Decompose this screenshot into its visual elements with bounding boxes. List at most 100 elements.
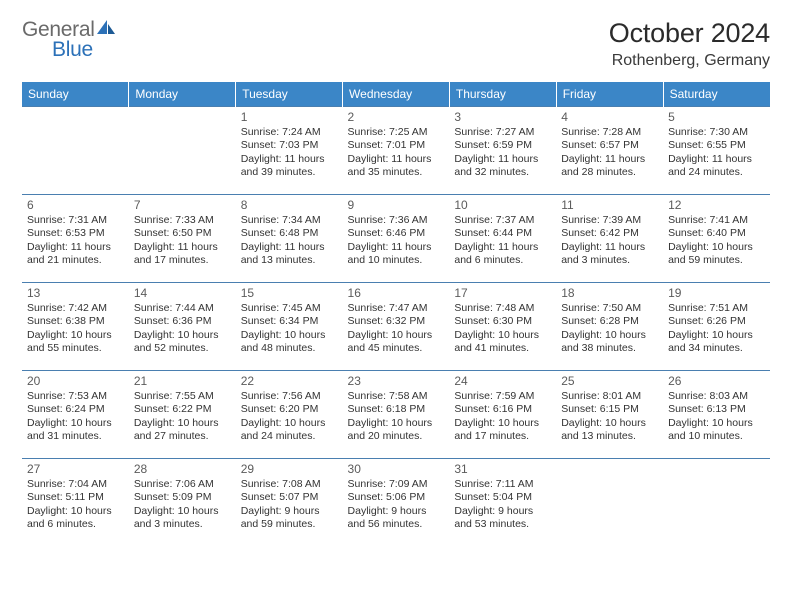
day-details: Sunrise: 7:04 AMSunset: 5:11 PMDaylight:… [27, 478, 124, 532]
day-details: Sunrise: 7:08 AMSunset: 5:07 PMDaylight:… [241, 478, 338, 532]
calendar-day-cell: 27 Sunrise: 7:04 AMSunset: 5:11 PMDayligh… [22, 459, 129, 547]
day-number: 9 [348, 198, 445, 212]
day-number: 11 [561, 198, 658, 212]
calendar-day-cell: 24 Sunrise: 7:59 AMSunset: 6:16 PMDayligh… [449, 371, 556, 459]
day-number: 13 [27, 286, 124, 300]
day-number: 20 [27, 374, 124, 388]
calendar-week-row: 20 Sunrise: 7:53 AMSunset: 6:24 PMDayligh… [22, 371, 770, 459]
weekday-header: Thursday [449, 82, 556, 107]
calendar-day-cell: 1 Sunrise: 7:24 AMSunset: 7:03 PMDaylight… [236, 107, 343, 195]
day-number: 27 [27, 462, 124, 476]
day-details: Sunrise: 7:31 AMSunset: 6:53 PMDaylight:… [27, 214, 124, 268]
weekday-header: Monday [129, 82, 236, 107]
day-details: Sunrise: 7:53 AMSunset: 6:24 PMDaylight:… [27, 390, 124, 444]
calendar-day-cell: 10Sunrise: 7:37 AMSunset: 6:44 PMDayligh… [449, 195, 556, 283]
day-details: Sunrise: 7:06 AMSunset: 5:09 PMDaylight:… [134, 478, 231, 532]
calendar-week-row: 13Sunrise: 7:42 AMSunset: 6:38 PMDayligh… [22, 283, 770, 371]
calendar-day-cell: 14 Sunrise: 7:44 AMSunset: 6:36 PMDayligh… [129, 283, 236, 371]
day-details: Sunrise: 7:36 AMSunset: 6:46 PMDaylight:… [348, 214, 445, 268]
calendar-day-cell: 23 Sunrise: 7:58 AMSunset: 6:18 PMDayligh… [343, 371, 450, 459]
logo-sail-icon [95, 18, 117, 36]
calendar-day-cell: 21 Sunrise: 7:55 AMSunset: 6:22 PMDayligh… [129, 371, 236, 459]
title-block: October 2024 Rothenberg, Germany [609, 18, 770, 70]
day-details: Sunrise: 7:51 AMSunset: 6:26 PMDaylight:… [668, 302, 765, 356]
day-details: Sunrise: 7:50 AMSunset: 6:28 PMDaylight:… [561, 302, 658, 356]
month-title: October 2024 [609, 18, 770, 49]
day-details: Sunrise: 7:09 AMSunset: 5:06 PMDaylight:… [348, 478, 445, 532]
day-details: Sunrise: 7:30 AMSunset: 6:55 PMDaylight:… [668, 126, 765, 180]
day-details: Sunrise: 7:28 AMSunset: 6:57 PMDaylight:… [561, 126, 658, 180]
weekday-header: Friday [556, 82, 663, 107]
day-number: 22 [241, 374, 338, 388]
day-number: 26 [668, 374, 765, 388]
day-details: Sunrise: 7:24 AMSunset: 7:03 PMDaylight:… [241, 126, 338, 180]
calendar-day-cell: 9 Sunrise: 7:36 AMSunset: 6:46 PMDaylight… [343, 195, 450, 283]
day-details: Sunrise: 7:55 AMSunset: 6:22 PMDaylight:… [134, 390, 231, 444]
day-details: Sunrise: 7:33 AMSunset: 6:50 PMDaylight:… [134, 214, 231, 268]
day-details: Sunrise: 7:45 AMSunset: 6:34 PMDaylight:… [241, 302, 338, 356]
calendar-day-cell [663, 459, 770, 547]
day-number: 21 [134, 374, 231, 388]
day-details: Sunrise: 7:34 AMSunset: 6:48 PMDaylight:… [241, 214, 338, 268]
calendar-day-cell: 11 Sunrise: 7:39 AMSunset: 6:42 PMDayligh… [556, 195, 663, 283]
logo: General Blue [22, 18, 117, 62]
day-details: Sunrise: 7:39 AMSunset: 6:42 PMDaylight:… [561, 214, 658, 268]
calendar-header-row: SundayMondayTuesdayWednesdayThursdayFrid… [22, 82, 770, 107]
calendar-day-cell: 28 Sunrise: 7:06 AMSunset: 5:09 PMDayligh… [129, 459, 236, 547]
day-number: 1 [241, 110, 338, 124]
day-details: Sunrise: 8:01 AMSunset: 6:15 PMDaylight:… [561, 390, 658, 444]
calendar-day-cell: 30 Sunrise: 7:09 AMSunset: 5:06 PMDayligh… [343, 459, 450, 547]
day-details: Sunrise: 8:03 AMSunset: 6:13 PMDaylight:… [668, 390, 765, 444]
day-number: 7 [134, 198, 231, 212]
calendar-week-row: 27 Sunrise: 7:04 AMSunset: 5:11 PMDayligh… [22, 459, 770, 547]
calendar-day-cell [556, 459, 663, 547]
calendar-week-row: 6 Sunrise: 7:31 AMSunset: 6:53 PMDaylight… [22, 195, 770, 283]
calendar-day-cell: 3 Sunrise: 7:27 AMSunset: 6:59 PMDaylight… [449, 107, 556, 195]
day-number: 15 [241, 286, 338, 300]
day-details: Sunrise: 7:48 AMSunset: 6:30 PMDaylight:… [454, 302, 551, 356]
calendar-day-cell: 18Sunrise: 7:50 AMSunset: 6:28 PMDayligh… [556, 283, 663, 371]
calendar-day-cell: 26 Sunrise: 8:03 AMSunset: 6:13 PMDayligh… [663, 371, 770, 459]
calendar-day-cell: 7 Sunrise: 7:33 AMSunset: 6:50 PMDaylight… [129, 195, 236, 283]
day-number: 23 [348, 374, 445, 388]
day-details: Sunrise: 7:41 AMSunset: 6:40 PMDaylight:… [668, 214, 765, 268]
day-details: Sunrise: 7:11 AMSunset: 5:04 PMDaylight:… [454, 478, 551, 532]
day-number: 16 [348, 286, 445, 300]
weekday-header: Tuesday [236, 82, 343, 107]
day-number: 8 [241, 198, 338, 212]
day-number: 17 [454, 286, 551, 300]
weekday-header: Sunday [22, 82, 129, 107]
calendar-table: SundayMondayTuesdayWednesdayThursdayFrid… [22, 82, 770, 547]
calendar-day-cell: 12Sunrise: 7:41 AMSunset: 6:40 PMDayligh… [663, 195, 770, 283]
day-details: Sunrise: 7:37 AMSunset: 6:44 PMDaylight:… [454, 214, 551, 268]
calendar-day-cell: 15 Sunrise: 7:45 AMSunset: 6:34 PMDayligh… [236, 283, 343, 371]
day-details: Sunrise: 7:47 AMSunset: 6:32 PMDaylight:… [348, 302, 445, 356]
calendar-day-cell: 25Sunrise: 8:01 AMSunset: 6:15 PMDayligh… [556, 371, 663, 459]
day-details: Sunrise: 7:27 AMSunset: 6:59 PMDaylight:… [454, 126, 551, 180]
day-number: 4 [561, 110, 658, 124]
calendar-week-row: 1 Sunrise: 7:24 AMSunset: 7:03 PMDaylight… [22, 107, 770, 195]
day-number: 28 [134, 462, 231, 476]
header: General Blue October 2024 Rothenberg, Ge… [22, 18, 770, 70]
day-details: Sunrise: 7:56 AMSunset: 6:20 PMDaylight:… [241, 390, 338, 444]
calendar-day-cell: 2Sunrise: 7:25 AMSunset: 7:01 PMDaylight… [343, 107, 450, 195]
calendar-day-cell: 17 Sunrise: 7:48 AMSunset: 6:30 PMDayligh… [449, 283, 556, 371]
calendar-day-cell: 4 Sunrise: 7:28 AMSunset: 6:57 PMDaylight… [556, 107, 663, 195]
day-details: Sunrise: 7:59 AMSunset: 6:16 PMDaylight:… [454, 390, 551, 444]
day-number: 14 [134, 286, 231, 300]
day-number: 30 [348, 462, 445, 476]
calendar-day-cell: 31Sunrise: 7:11 AMSunset: 5:04 PMDayligh… [449, 459, 556, 547]
calendar-day-cell: 13Sunrise: 7:42 AMSunset: 6:38 PMDayligh… [22, 283, 129, 371]
day-number: 5 [668, 110, 765, 124]
calendar-day-cell [22, 107, 129, 195]
calendar-day-cell: 5 Sunrise: 7:30 AMSunset: 6:55 PMDaylight… [663, 107, 770, 195]
day-number: 24 [454, 374, 551, 388]
weekday-header: Wednesday [343, 82, 450, 107]
day-number: 3 [454, 110, 551, 124]
day-details: Sunrise: 7:44 AMSunset: 6:36 PMDaylight:… [134, 302, 231, 356]
calendar-day-cell: 29Sunrise: 7:08 AMSunset: 5:07 PMDayligh… [236, 459, 343, 547]
day-number: 6 [27, 198, 124, 212]
day-details: Sunrise: 7:58 AMSunset: 6:18 PMDaylight:… [348, 390, 445, 444]
calendar-body: 1 Sunrise: 7:24 AMSunset: 7:03 PMDaylight… [22, 107, 770, 547]
calendar-day-cell: 6 Sunrise: 7:31 AMSunset: 6:53 PMDaylight… [22, 195, 129, 283]
